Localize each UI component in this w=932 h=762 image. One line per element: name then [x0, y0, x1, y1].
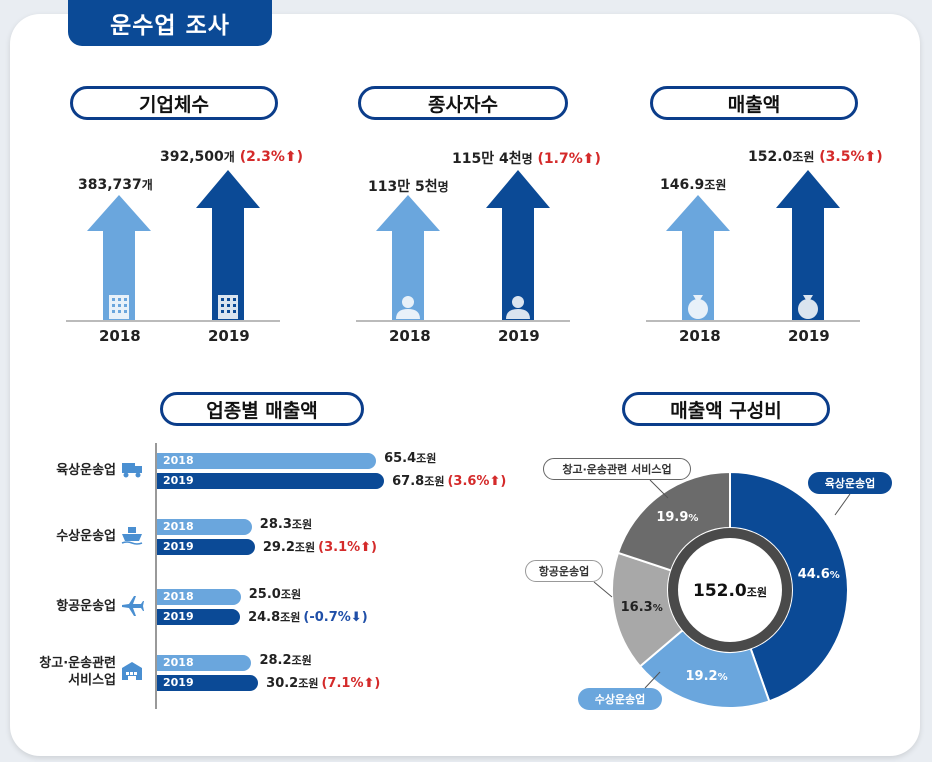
donut-callout-label: 항공운송업	[525, 560, 603, 582]
arrow-companies-2018	[87, 195, 151, 321]
page-title: 운수업 조사	[68, 0, 272, 46]
person-icon	[396, 296, 420, 319]
bar-value-label: 24.8조원 (-0.7%⬇)	[248, 610, 368, 625]
kpi-title-employees: 종사자수	[358, 86, 568, 120]
category-label: 수상운송업	[56, 528, 116, 545]
donut-center-total: 152.0조원	[693, 581, 767, 601]
bar-value-label: 65.4조원	[384, 451, 437, 466]
bar-value-label: 28.2조원	[259, 653, 312, 668]
arrow-revenue-2018	[666, 195, 730, 321]
baseline	[66, 320, 280, 322]
bar-value-label: 28.3조원	[259, 517, 313, 532]
arrow-companies-2019	[196, 170, 260, 321]
airplane-icon	[122, 596, 144, 616]
year-2018: 2018	[99, 327, 141, 345]
kpi-companies-2019-value: 392,500개 (2.3%⬆)	[160, 149, 304, 165]
bar-2018: 2018	[157, 453, 377, 469]
bar-value-label: 29.2조원 (3.1%⬆)	[262, 540, 377, 555]
section-title-revenue-composition: 매출액 구성비	[622, 392, 830, 426]
donut-callout-label: 육상운송업	[808, 472, 892, 494]
kpi-companies-2018-value: 383,737개	[78, 177, 153, 193]
donut-percent-label: 19.9%	[656, 509, 699, 525]
kpi-employees-2019-value: 115만 4천명 (1.7%⬆)	[452, 151, 601, 167]
person-icon	[506, 296, 530, 319]
kpi-revenue-2019-value: 152.0조원 (3.5%⬆)	[748, 149, 883, 165]
bar-value-label: 25.0조원	[248, 587, 302, 602]
year-2018: 2018	[389, 327, 431, 345]
bar-2019: 2019	[157, 473, 385, 489]
bar-2019: 2019	[157, 539, 255, 555]
donut-percent-label: 19.2%	[685, 669, 728, 685]
year-2018: 2018	[679, 327, 721, 345]
money-bag-icon	[798, 295, 818, 319]
year-2019: 2019	[208, 327, 250, 345]
year-2019: 2019	[788, 327, 830, 345]
change-label: (3.1%⬆)	[318, 540, 377, 555]
bar-2018: 2018	[157, 655, 252, 671]
change-label: (-0.7%⬇)	[303, 610, 368, 625]
donut-callout-label: 창고·운송관련 서비스업	[543, 458, 691, 480]
bar-chart-axis	[155, 443, 157, 709]
arrow-employees-2018	[376, 195, 440, 321]
bar-2018: 2018	[157, 589, 241, 605]
bar-2018: 2018	[157, 519, 252, 535]
change-label: (7.1%⬆)	[321, 676, 381, 691]
building-icon	[218, 295, 238, 319]
revenue-donut-chart: 152.0조원	[611, 470, 849, 709]
donut-center	[678, 538, 782, 642]
bar-2019: 2019	[157, 675, 259, 691]
arrow-revenue-2019	[776, 170, 840, 321]
truck-icon	[122, 463, 142, 478]
money-bag-icon	[688, 295, 708, 319]
kpi-revenue-2018-value: 146.9조원	[660, 177, 727, 193]
category-label: 항공운송업	[56, 598, 116, 615]
bar-value-label: 30.2조원 (7.1%⬆)	[266, 676, 381, 691]
kpi-title-revenue: 매출액	[650, 86, 858, 120]
donut-percent-label: 44.6%	[797, 567, 840, 583]
category-label-line: 서비스업	[68, 673, 116, 688]
baseline	[356, 320, 570, 322]
donut-percent-label: 16.3%	[620, 599, 663, 615]
baseline	[646, 320, 860, 322]
category-label-line: 육상운송업	[56, 462, 116, 478]
kpi-employees-2018-value: 113만 5천명	[368, 179, 449, 195]
kpi-title-companies: 기업체수	[70, 86, 278, 120]
warehouse-icon	[122, 662, 142, 680]
year-2019: 2019	[498, 327, 540, 345]
donut-callout-label: 수상운송업	[578, 688, 662, 710]
category-label-line: 창고·운송관련	[39, 656, 116, 671]
building-icon	[109, 295, 129, 319]
bar-value-label: 67.8조원 (3.6%⬆)	[392, 474, 507, 489]
category-label-line: 항공운송업	[56, 598, 116, 614]
ship-icon	[121, 527, 143, 545]
change-label: (3.6%⬆)	[447, 474, 507, 489]
category-label: 육상운송업	[56, 462, 116, 479]
arrow-employees-2019	[486, 170, 550, 321]
section-title-revenue-by-industry: 업종별 매출액	[160, 392, 364, 426]
category-label-line: 수상운송업	[56, 528, 116, 544]
bar-2019: 2019	[157, 609, 241, 625]
